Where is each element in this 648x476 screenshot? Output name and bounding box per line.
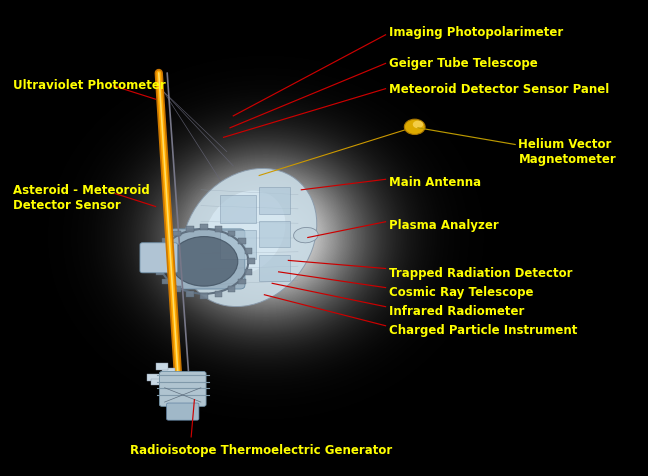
Circle shape <box>170 237 238 287</box>
Bar <box>163 239 170 245</box>
Bar <box>244 248 252 254</box>
Bar <box>151 379 164 386</box>
Text: Ultraviolet Photometer: Ultraviolet Photometer <box>13 79 166 91</box>
Bar <box>162 368 175 375</box>
Bar <box>200 225 208 230</box>
Bar <box>154 259 161 265</box>
Circle shape <box>413 121 423 129</box>
Bar <box>173 287 181 292</box>
Bar <box>259 256 290 282</box>
Text: Meteoroid Detector Sensor Panel: Meteoroid Detector Sensor Panel <box>389 83 609 96</box>
Bar <box>259 188 290 214</box>
Bar <box>238 239 246 245</box>
FancyBboxPatch shape <box>159 372 206 407</box>
Text: Helium Vector
Magnetometer: Helium Vector Magnetometer <box>518 138 616 166</box>
Bar <box>220 231 256 259</box>
Bar <box>200 293 208 299</box>
Text: Main Antenna: Main Antenna <box>389 176 481 189</box>
Bar <box>247 259 255 265</box>
Bar <box>214 227 222 232</box>
Bar <box>167 378 179 385</box>
Bar <box>214 291 222 297</box>
Text: Radioisotope Thermoelectric Generator: Radioisotope Thermoelectric Generator <box>130 443 392 456</box>
Bar <box>147 374 160 381</box>
Bar <box>168 372 181 378</box>
Bar <box>156 364 168 370</box>
FancyBboxPatch shape <box>167 403 199 420</box>
Ellipse shape <box>205 191 285 275</box>
Text: Trapped Radiation Detector: Trapped Radiation Detector <box>389 267 572 279</box>
Bar <box>220 195 256 224</box>
Text: Infrared Radiometer: Infrared Radiometer <box>389 305 524 317</box>
Bar <box>238 279 246 285</box>
Bar <box>259 221 290 248</box>
Text: Plasma Analyzer: Plasma Analyzer <box>389 219 498 232</box>
Text: Charged Particle Instrument: Charged Particle Instrument <box>389 324 577 337</box>
Ellipse shape <box>294 228 318 243</box>
Bar <box>156 248 164 254</box>
FancyBboxPatch shape <box>170 229 245 289</box>
Circle shape <box>404 120 425 135</box>
Bar <box>163 279 170 285</box>
Ellipse shape <box>182 169 317 307</box>
Text: Geiger Tube Telescope: Geiger Tube Telescope <box>389 57 538 70</box>
FancyBboxPatch shape <box>140 243 178 273</box>
Bar <box>244 269 252 275</box>
Text: Imaging Photopolarimeter: Imaging Photopolarimeter <box>389 26 563 39</box>
Bar <box>186 227 194 232</box>
Bar <box>227 231 235 237</box>
Bar <box>156 269 164 275</box>
Text: Asteroid - Meteoroid
Detector Sensor: Asteroid - Meteoroid Detector Sensor <box>13 183 150 211</box>
Bar <box>186 291 194 297</box>
Bar <box>173 231 181 237</box>
Text: Cosmic Ray Telescope: Cosmic Ray Telescope <box>389 286 533 298</box>
Bar <box>227 287 235 292</box>
